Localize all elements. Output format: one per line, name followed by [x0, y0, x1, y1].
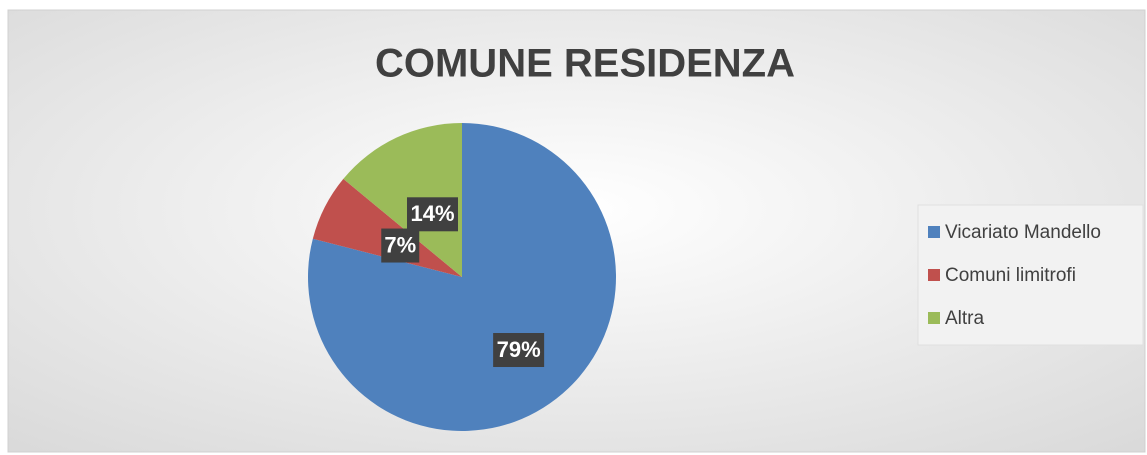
data-label-box: [493, 333, 545, 368]
legend-swatch: [928, 226, 940, 238]
pie-slice: [312, 178, 462, 277]
data-label: 14%: [410, 201, 454, 226]
chart-title: COMUNE RESIDENZA: [375, 42, 795, 86]
legend: [917, 204, 1144, 346]
legend-label: Comuni limitrofi: [945, 265, 1076, 286]
legend-label: Altra: [945, 308, 985, 329]
legend-label: Vicariato Mandello: [945, 222, 1101, 243]
data-label-box: [406, 197, 458, 232]
data-label: 79%: [497, 337, 541, 362]
data-label: 7%: [384, 232, 416, 257]
legend-swatch: [928, 312, 940, 324]
data-label-box: [381, 228, 420, 263]
legend-swatch: [928, 269, 940, 281]
pie-slice: [343, 123, 462, 277]
